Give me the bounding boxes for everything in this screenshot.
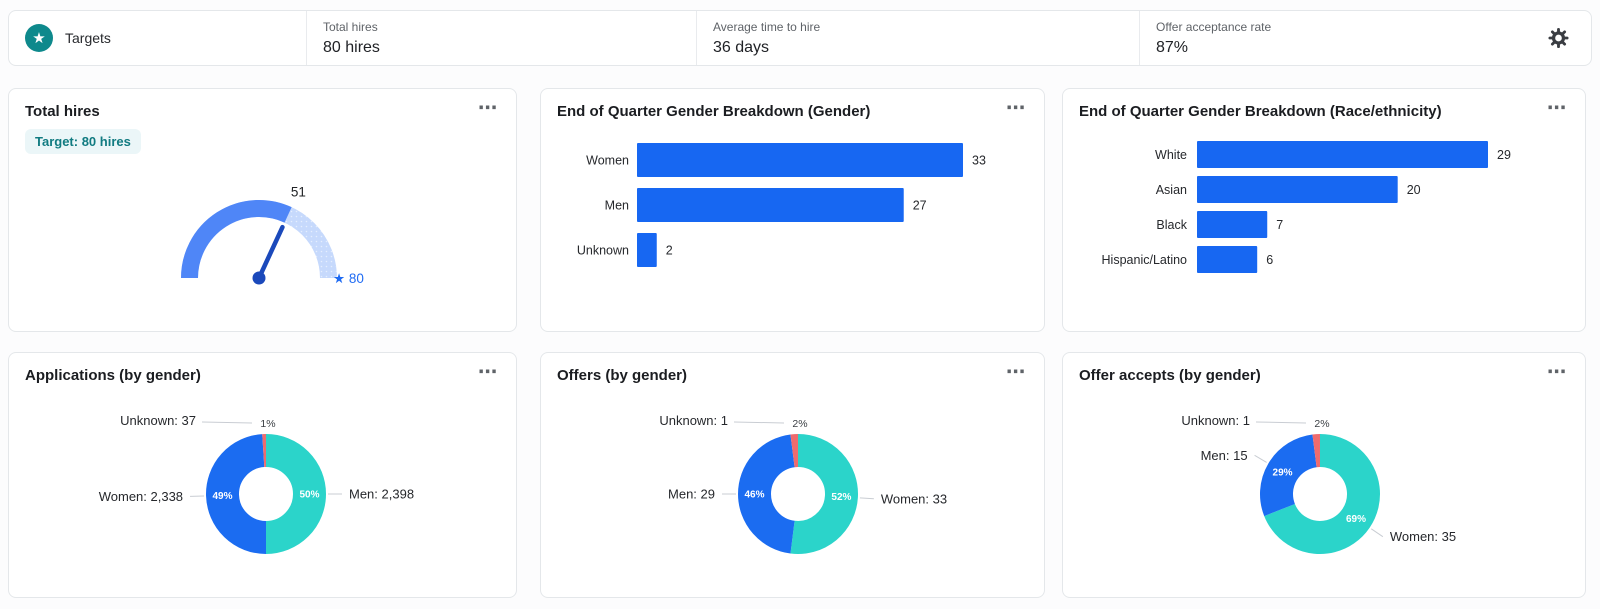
svg-text:Asian: Asian xyxy=(1156,183,1187,197)
metric-offer-acceptance-rate: Offer acceptance rate 87% xyxy=(1156,20,1271,59)
svg-text:★ 80: ★ 80 xyxy=(333,271,364,286)
svg-text:2%: 2% xyxy=(1314,418,1329,430)
card-total-hires: 51 ★ 80 Total hires ⋯ Target: 80 hires xyxy=(8,88,517,332)
card-eoq-gender-breakdown-race: White 29 Asian 20 Black 7 Hispanic/Latino 6 End… xyxy=(1062,88,1586,332)
card-title: End of Quarter Gender Breakdown (Gender) xyxy=(557,103,871,120)
metric-value: 87% xyxy=(1156,39,1189,56)
total-hires-gauge-chart[interactable]: 51 ★ 80 xyxy=(9,89,518,333)
offer-accepts-donut-chart[interactable]: 69% Women: 35 29% Men: 15 2% Unknown: 1 xyxy=(1063,353,1587,599)
svg-text:46%: 46% xyxy=(744,490,764,501)
svg-text:Men: 29: Men: 29 xyxy=(668,487,715,502)
svg-text:Men: 15: Men: 15 xyxy=(1201,448,1248,463)
card-menu-ellipsis-icon[interactable]: ⋯ xyxy=(1543,357,1571,387)
card-title: Total hires xyxy=(25,103,100,120)
card-title: Applications (by gender) xyxy=(25,367,201,384)
topbar-divider xyxy=(306,11,307,65)
svg-text:51: 51 xyxy=(291,185,306,200)
svg-text:Women: 2,338: Women: 2,338 xyxy=(99,489,183,504)
metric-value: 36 days xyxy=(713,39,770,56)
gear-glyph xyxy=(1548,27,1569,49)
card-applications-by-gender: 50% Men: 2,398 49% Women: 2,338 1% Unknown: 3… xyxy=(8,352,517,598)
card-menu-ellipsis-icon[interactable]: ⋯ xyxy=(1002,93,1030,123)
card-menu-ellipsis-icon[interactable]: ⋯ xyxy=(1002,357,1030,387)
svg-text:33: 33 xyxy=(972,154,986,168)
svg-text:27: 27 xyxy=(913,199,927,213)
svg-text:White: White xyxy=(1155,148,1187,162)
card-title: Offer accepts (by gender) xyxy=(1079,367,1261,384)
svg-text:Women: 35: Women: 35 xyxy=(1390,529,1456,544)
svg-text:Unknown: 1: Unknown: 1 xyxy=(1181,413,1250,428)
svg-text:Unknown: 1: Unknown: 1 xyxy=(659,413,728,428)
metric-label: Average time to hire xyxy=(713,20,821,34)
settings-gear-icon[interactable] xyxy=(1546,26,1571,51)
metric-label: Offer acceptance rate xyxy=(1156,20,1272,34)
targets-logo-star-icon: ★ xyxy=(25,24,53,52)
svg-text:20: 20 xyxy=(1407,183,1421,197)
svg-text:Hispanic/Latino: Hispanic/Latino xyxy=(1102,253,1188,267)
metric-label: Total hires xyxy=(323,20,378,34)
svg-text:29%: 29% xyxy=(1273,467,1293,478)
target-badge: Target: 80 hires xyxy=(25,129,141,154)
svg-text:Men: Men xyxy=(605,199,629,213)
svg-text:50%: 50% xyxy=(299,490,319,501)
svg-text:2%: 2% xyxy=(792,418,807,430)
app-title: Targets xyxy=(65,30,111,46)
svg-text:Unknown: 37: Unknown: 37 xyxy=(120,413,196,428)
svg-text:1%: 1% xyxy=(260,418,275,430)
svg-text:7: 7 xyxy=(1276,218,1283,232)
svg-text:29: 29 xyxy=(1497,148,1511,162)
card-offers-by-gender: 52% Women: 33 46% Men: 29 2% Unknown: 1 Offer… xyxy=(540,352,1045,598)
eoq-race-bar-chart[interactable]: White 29 Asian 20 Black 7 Hispanic/Latino 6 xyxy=(1063,89,1587,333)
app-brand: ★ Targets xyxy=(25,11,111,65)
svg-text:Women: 33: Women: 33 xyxy=(881,491,947,506)
card-menu-ellipsis-icon[interactable]: ⋯ xyxy=(474,357,502,387)
svg-text:69%: 69% xyxy=(1346,514,1366,525)
eoq-gender-bar-chart[interactable]: Women 33 Men 27 Unknown 2 xyxy=(541,89,1046,333)
card-eoq-gender-breakdown-gender: Women 33 Men 27 Unknown 2 End of Quarter Gend… xyxy=(540,88,1045,332)
metric-average-time-to-hire: Average time to hire 36 days xyxy=(713,20,820,59)
svg-text:Black: Black xyxy=(1156,218,1187,232)
card-menu-ellipsis-icon[interactable]: ⋯ xyxy=(474,93,502,123)
applications-donut-chart[interactable]: 50% Men: 2,398 49% Women: 2,338 1% Unknown: 3… xyxy=(9,353,518,599)
star-glyph: ★ xyxy=(32,29,46,47)
topbar-divider xyxy=(1139,11,1140,65)
top-bar: ★ Targets Total hires 80 hires Average t… xyxy=(8,10,1592,66)
card-title: End of Quarter Gender Breakdown (Race/et… xyxy=(1079,103,1442,120)
svg-text:2: 2 xyxy=(666,244,673,258)
metric-value: 80 hires xyxy=(323,39,380,56)
svg-text:Women: Women xyxy=(586,154,629,168)
topbar-divider xyxy=(696,11,697,65)
offers-donut-chart[interactable]: 52% Women: 33 46% Men: 29 2% Unknown: 1 xyxy=(541,353,1046,599)
metric-total-hires: Total hires 80 hires xyxy=(323,20,380,59)
card-menu-ellipsis-icon[interactable]: ⋯ xyxy=(1543,93,1571,123)
svg-text:49%: 49% xyxy=(213,491,233,502)
card-title: Offers (by gender) xyxy=(557,367,688,384)
card-offer-accepts-by-gender: 69% Women: 35 29% Men: 15 2% Unknown: 1 Offer… xyxy=(1062,352,1586,598)
svg-text:Unknown: Unknown xyxy=(577,244,629,258)
svg-text:Men: 2,398: Men: 2,398 xyxy=(349,487,414,502)
svg-text:6: 6 xyxy=(1266,253,1273,267)
svg-text:52%: 52% xyxy=(831,492,851,503)
